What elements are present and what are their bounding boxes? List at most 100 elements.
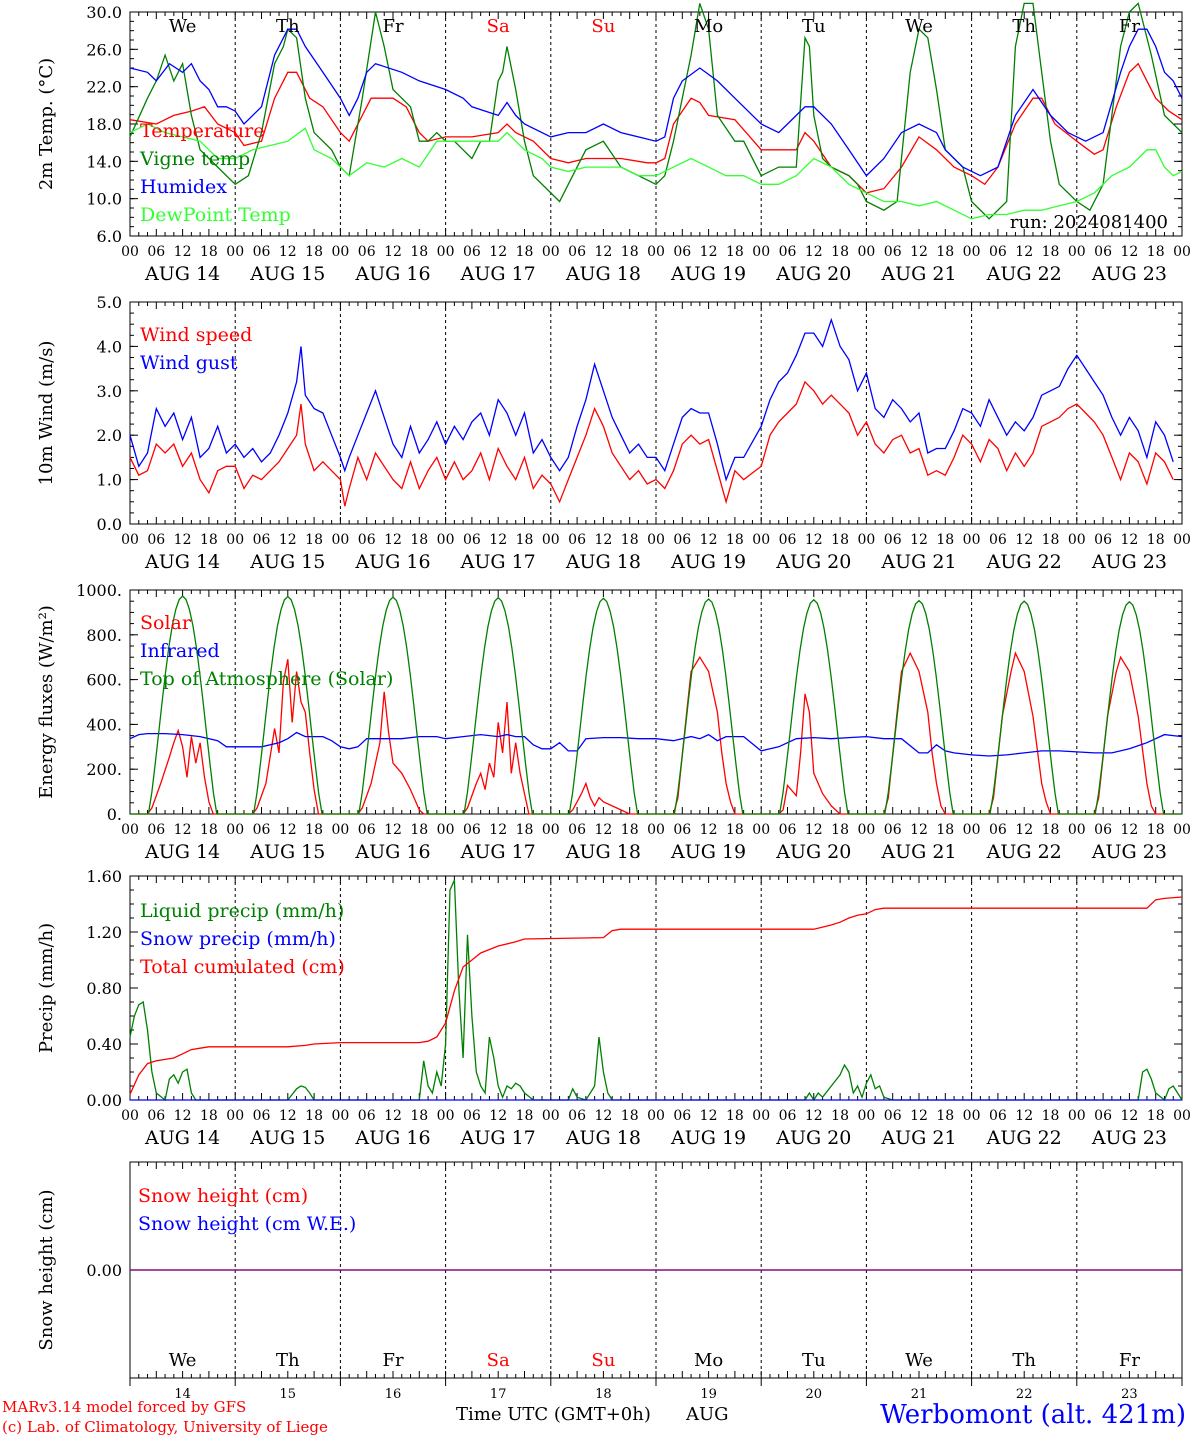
date-label: AUG 15 [249, 841, 325, 863]
hour-tick-label: 00 [752, 1108, 770, 1124]
hour-tick-label: 18 [831, 1108, 849, 1124]
hour-tick-label: 00 [857, 1108, 875, 1124]
hour-tick-label: 06 [779, 1108, 797, 1124]
hour-tick-label: 06 [673, 822, 691, 838]
day-number-label: 15 [280, 1387, 297, 1402]
run-annotation: run: 2024081400 [1010, 212, 1168, 233]
weekday-label: Sa [487, 1350, 510, 1371]
legend-vigne-temp: Vigne temp [139, 148, 250, 170]
hour-tick-label: 00 [647, 532, 665, 548]
date-label: AUG 17 [460, 551, 536, 573]
date-label: AUG 19 [670, 263, 746, 285]
day-number-label: 17 [490, 1387, 507, 1402]
hour-tick-label: 06 [253, 532, 271, 548]
date-label: AUG 15 [249, 1127, 325, 1149]
legend-wind-gust: Wind gust [140, 352, 238, 374]
weekday-label: Mo [694, 1350, 723, 1371]
hour-tick-label: 12 [910, 532, 928, 548]
hour-tick-label: 18 [831, 532, 849, 548]
series-line-wind-speed [129, 380, 1174, 507]
y-tick-label: 4.0 [97, 337, 122, 356]
hour-tick-label: 12 [384, 244, 402, 260]
legend-temperature: Temperature [140, 120, 264, 142]
hour-tick-label: 12 [594, 532, 612, 548]
y-tick-label: 0.40 [86, 1035, 122, 1054]
series-line-dewpoint-temp [129, 123, 1183, 220]
hour-tick-label: 12 [174, 822, 192, 838]
weekday-label: We [169, 1350, 197, 1371]
y-tick-label: 800. [86, 626, 122, 645]
x-axis-title: Time UTC (GMT+0h) [456, 1404, 651, 1425]
hour-tick-label: 00 [226, 822, 244, 838]
hour-tick-label: 18 [200, 532, 218, 548]
weekday-label: Fr [1119, 16, 1140, 37]
hour-tick-label: 12 [700, 244, 718, 260]
y-tick-label: 5.0 [97, 293, 122, 312]
hour-tick-label: 06 [779, 532, 797, 548]
hour-tick-label: 06 [358, 1108, 376, 1124]
weekday-label: Tu [802, 1350, 826, 1371]
hour-tick-label: 06 [358, 532, 376, 548]
hour-tick-label: 12 [384, 532, 402, 548]
hour-tick-label: 12 [910, 822, 928, 838]
date-label: AUG 20 [775, 841, 851, 863]
date-label: AUG 19 [670, 551, 746, 573]
y-tick-label: 400. [86, 715, 122, 734]
hour-tick-label: 06 [989, 532, 1007, 548]
day-number-label: 20 [806, 1387, 823, 1402]
hour-tick-label: 12 [700, 1108, 718, 1124]
date-label: AUG 14 [144, 263, 220, 285]
hour-tick-label: 18 [410, 244, 428, 260]
hour-tick-label: 18 [516, 1108, 534, 1124]
legend-snow-height-cm-: Snow height (cm) [138, 1185, 308, 1207]
hour-tick-label: 18 [936, 244, 954, 260]
date-label: AUG 14 [144, 841, 220, 863]
hour-tick-label: 12 [1120, 532, 1138, 548]
legend-dewpoint-temp: DewPoint Temp [140, 204, 291, 226]
series-line-total-cumulated-cm- [129, 896, 1183, 1095]
hour-tick-label: 00 [331, 532, 349, 548]
hour-tick-label: 00 [963, 532, 981, 548]
hour-tick-label: 00 [1173, 244, 1191, 260]
hour-tick-label: 12 [910, 1108, 928, 1124]
hour-tick-label: 00 [121, 532, 139, 548]
weekday-label: Su [591, 16, 615, 37]
hour-tick-label: 12 [279, 532, 297, 548]
hour-tick-label: 06 [884, 244, 902, 260]
hour-tick-label: 18 [726, 822, 744, 838]
date-label: AUG 19 [670, 1127, 746, 1149]
hour-tick-label: 12 [594, 1108, 612, 1124]
hour-tick-label: 12 [700, 532, 718, 548]
y-tick-label: 1.0 [97, 471, 122, 490]
hour-tick-label: 00 [857, 244, 875, 260]
hour-tick-label: 00 [121, 244, 139, 260]
hour-tick-label: 18 [621, 244, 639, 260]
date-label: AUG 21 [880, 263, 956, 285]
date-label: AUG 18 [565, 1127, 641, 1149]
date-label: AUG 22 [986, 263, 1062, 285]
date-label: AUG 23 [1091, 841, 1167, 863]
series-line-top-of-atmosphere-solar- [130, 595, 1182, 815]
hour-tick-label: 00 [857, 822, 875, 838]
y-tick-label: 200. [86, 760, 122, 779]
y-tick-label: 26.0 [86, 40, 122, 59]
hour-tick-label: 06 [568, 1108, 586, 1124]
series-line-humidex [129, 28, 1183, 177]
hour-tick-label: 06 [989, 822, 1007, 838]
legend-wind-speed: Wind speed [140, 324, 252, 346]
x-axis-month: AUG [686, 1404, 729, 1425]
hour-tick-label: 12 [594, 822, 612, 838]
hour-tick-label: 18 [305, 1108, 323, 1124]
hour-tick-label: 12 [1015, 244, 1033, 260]
weekday-label: Th [276, 1350, 300, 1371]
hour-tick-label: 18 [831, 822, 849, 838]
hour-tick-label: 12 [279, 822, 297, 838]
hour-tick-label: 18 [200, 1108, 218, 1124]
day-number-label: 18 [595, 1387, 612, 1402]
legend-snow-height-cm-w-e-: Snow height (cm W.E.) [138, 1213, 356, 1235]
hour-tick-label: 18 [516, 244, 534, 260]
y-tick-label: 14.0 [86, 152, 122, 171]
hour-tick-label: 12 [910, 244, 928, 260]
hour-tick-label: 12 [174, 1108, 192, 1124]
